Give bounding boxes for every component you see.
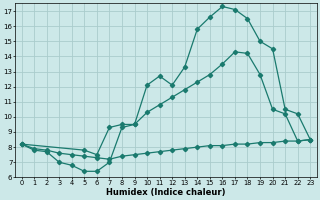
X-axis label: Humidex (Indice chaleur): Humidex (Indice chaleur) (106, 188, 226, 197)
